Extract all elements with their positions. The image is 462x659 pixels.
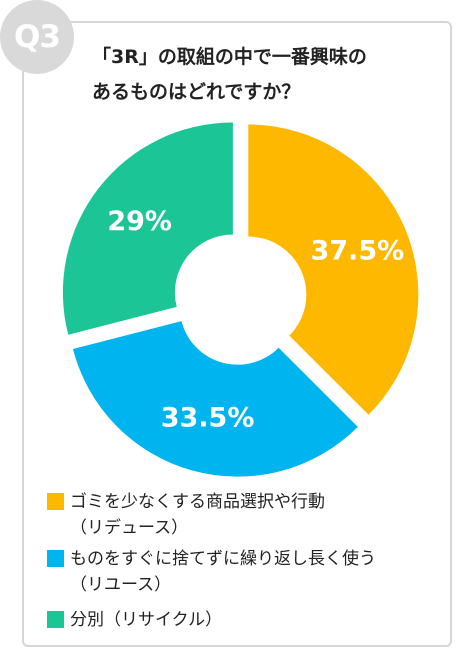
legend-label-reuse-line2: （リユース） <box>70 575 172 595</box>
donut-slice-recycle <box>62 122 233 335</box>
legend-swatch-reuse <box>47 550 64 567</box>
legend-label-reduce-line1: ゴミを少なくする商品選択や行動 <box>70 492 325 512</box>
data-label-recycle: 29% <box>107 206 172 237</box>
legend-swatch-reduce <box>47 493 64 510</box>
donut-slice-reuse <box>72 321 358 477</box>
legend-label-recycle: 分別（リサイクル） <box>70 610 223 630</box>
donut-slice-reduce <box>248 124 419 415</box>
donut-chart: 37.5% 33.5% 29% <box>62 122 419 477</box>
legend-label-reuse-line1: ものをすぐに捨てずに繰り返し長く使う <box>70 549 376 569</box>
question-badge: Q3 <box>0 0 74 74</box>
chart-title-line-1: 「3R」の取組の中で一番興味の <box>92 46 367 68</box>
legend-swatch-recycle <box>47 611 64 628</box>
data-label-reduce: 37.5% <box>310 235 404 266</box>
data-label-reuse: 33.5% <box>161 403 255 434</box>
chart-title-line-2: あるものはどれですか？ <box>92 81 301 103</box>
legend-label-reduce-line2: （リデュース） <box>70 518 189 538</box>
